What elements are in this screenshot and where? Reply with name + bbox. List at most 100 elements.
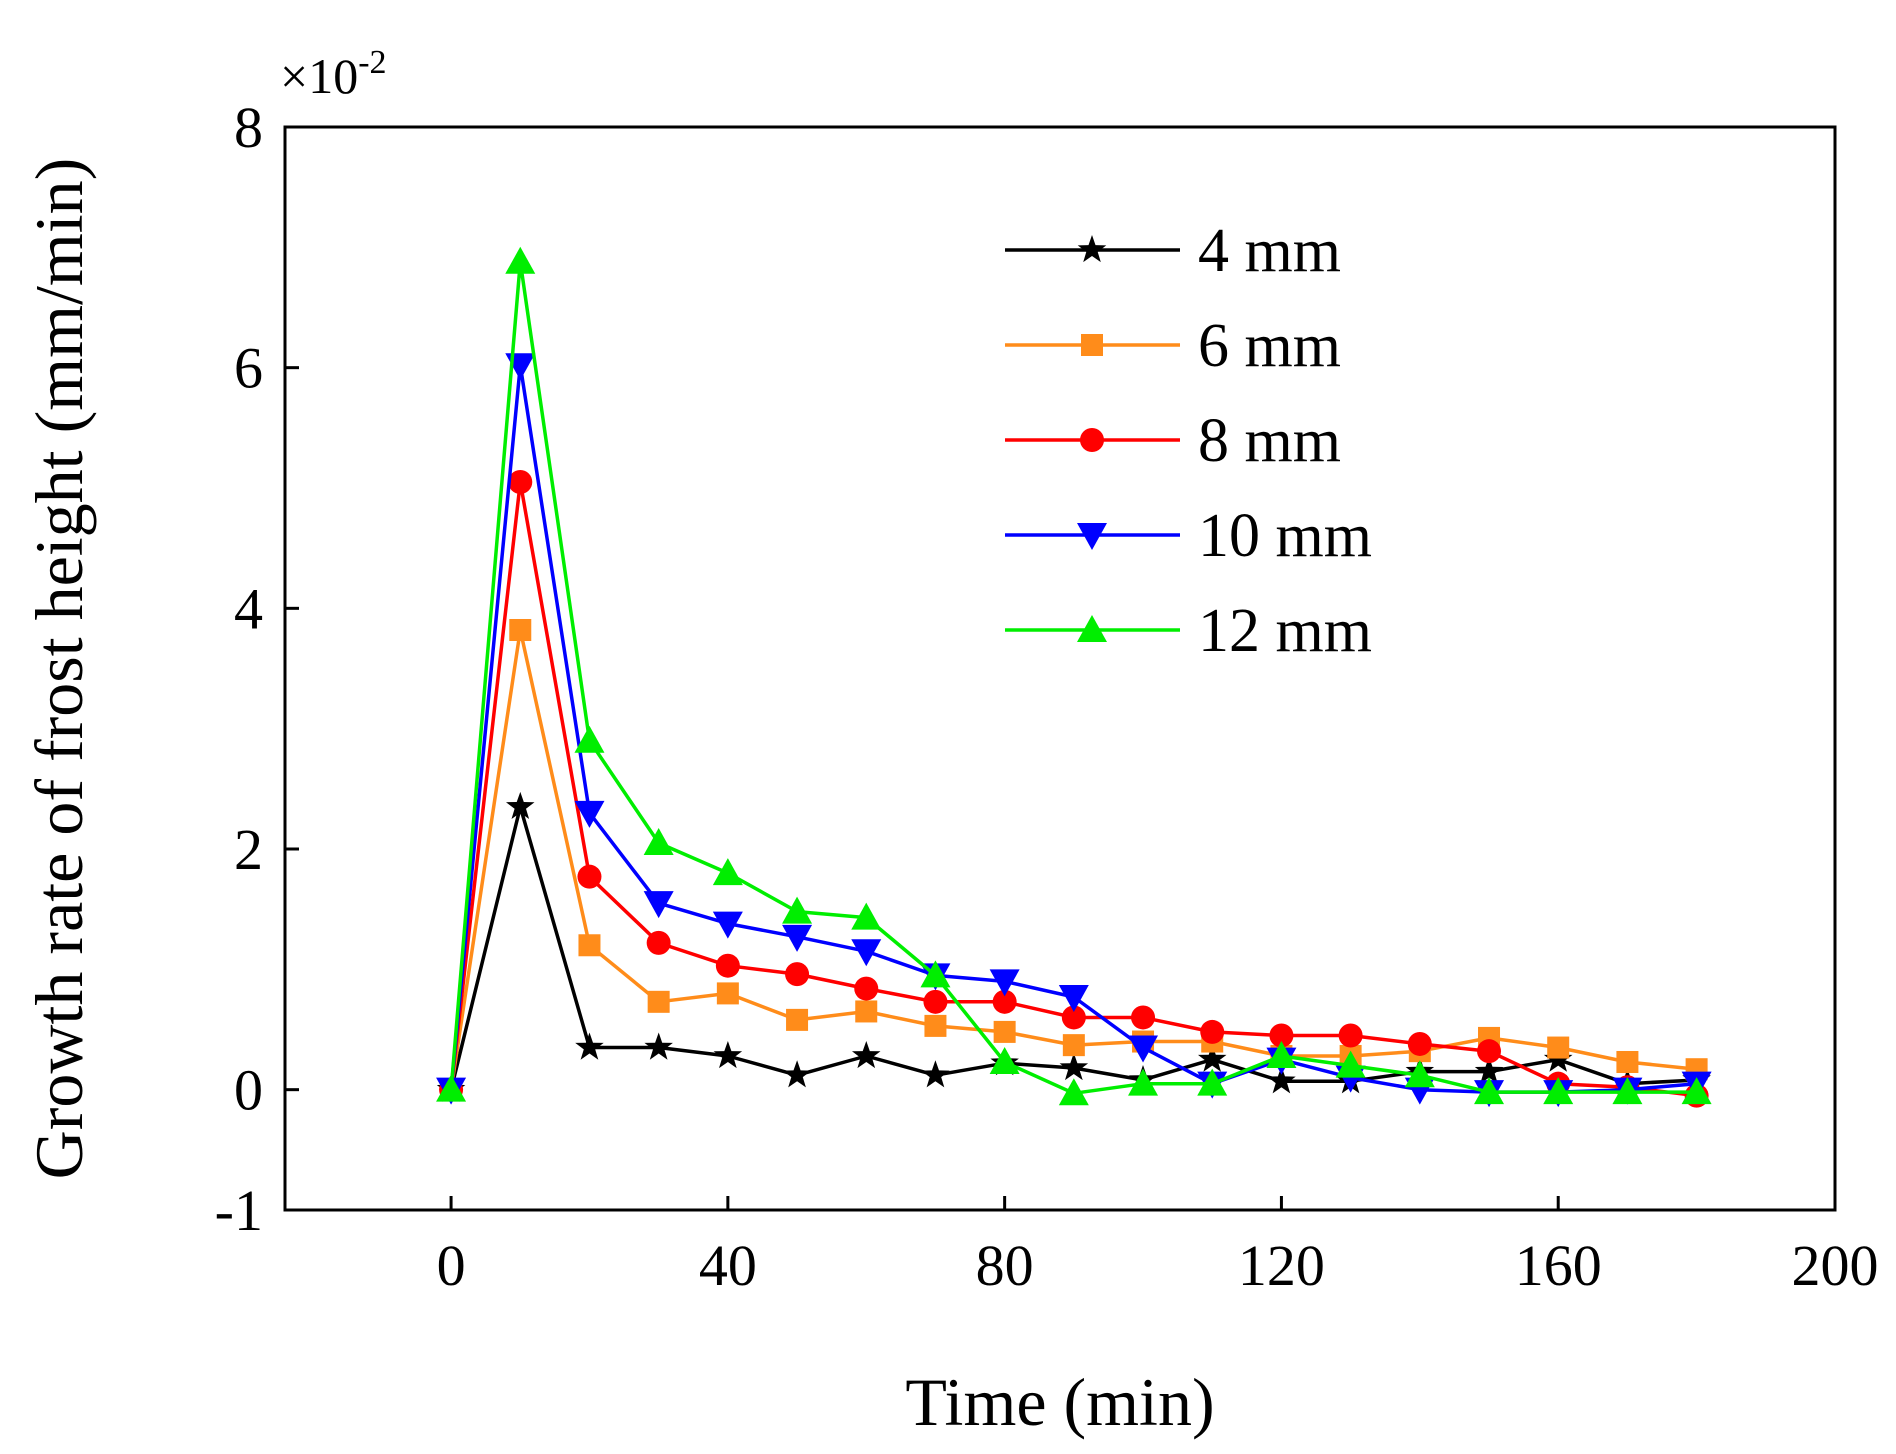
- legend: 4 mm 6 mm 8 mm 10 mm 12 mm: [1005, 217, 1372, 665]
- x-axis-title: Time (min): [905, 1364, 1214, 1440]
- data-point-8-mm: [1131, 1005, 1156, 1030]
- data-point-4-mm: [575, 1032, 604, 1060]
- data-point-12-mm: [505, 246, 536, 274]
- legend-item-8-mm: 8 mm: [1005, 407, 1341, 475]
- data-point-12-mm: [712, 858, 743, 886]
- data-point-12-mm: [782, 896, 813, 924]
- legend-marker: [1081, 334, 1103, 356]
- data-point-6-mm: [993, 1020, 1016, 1043]
- data-point-10-mm: [989, 969, 1020, 997]
- data-point-12-mm: [920, 960, 951, 988]
- x-tick-label: 200: [1792, 1233, 1879, 1298]
- series-12-mm: [436, 246, 1712, 1106]
- data-point-4-mm: [1198, 1044, 1227, 1072]
- data-point-4-mm: [1059, 1053, 1089, 1081]
- data-point-12-mm: [1681, 1077, 1712, 1105]
- data-point-6-mm: [509, 618, 532, 641]
- data-point-4-mm: [1267, 1066, 1296, 1094]
- legend-label: 10 mm: [1198, 502, 1372, 570]
- x-tick-label: 160: [1515, 1233, 1602, 1298]
- data-point-8-mm: [1477, 1039, 1502, 1064]
- data-point-8-mm: [1269, 1023, 1294, 1048]
- data-point-4-mm: [782, 1060, 812, 1088]
- data-point-10-mm: [643, 891, 674, 919]
- axis-ticks: 0 40 80 120 160 200 -1 0 2 4 6 8: [215, 95, 1879, 1298]
- data-point-6-mm: [855, 1000, 878, 1023]
- legend-item-4-mm: 4 mm: [1005, 217, 1341, 285]
- x-tick-label: 120: [1238, 1233, 1325, 1298]
- data-point-12-mm: [1128, 1068, 1159, 1096]
- y-axis-scale-exponent: -2: [358, 44, 386, 81]
- series-10-mm: [436, 353, 1712, 1108]
- legend-item-10-mm: 10 mm: [1005, 502, 1372, 570]
- y-tick-label: -1: [215, 1178, 263, 1243]
- legend-label: 6 mm: [1198, 312, 1341, 380]
- data-point-10-mm: [574, 800, 605, 828]
- data-point-6-mm: [924, 1014, 947, 1037]
- legend-marker: [1077, 615, 1107, 642]
- data-point-12-mm: [1612, 1077, 1643, 1105]
- data-point-12-mm: [1404, 1060, 1435, 1088]
- y-tick-label: 0: [234, 1058, 263, 1123]
- data-point-6-mm: [786, 1008, 809, 1031]
- data-point-6-mm: [578, 934, 601, 957]
- x-tick-label: 40: [699, 1233, 757, 1298]
- y-axis-scale-label: ×10-2: [280, 44, 387, 104]
- data-point-12-mm: [643, 827, 674, 855]
- data-point-10-mm: [1128, 1035, 1159, 1063]
- data-point-12-mm: [574, 725, 605, 753]
- legend-label: 8 mm: [1198, 407, 1341, 475]
- legend-item-12-mm: 12 mm: [1005, 597, 1372, 665]
- y-tick-label: 8: [234, 95, 263, 160]
- y-axis-title-group: Growth rate of frost height (mm/min): [21, 158, 97, 1180]
- data-point-6-mm: [1062, 1034, 1085, 1057]
- data-point-4-mm: [921, 1060, 950, 1088]
- data-point-12-mm: [1266, 1040, 1297, 1068]
- data-point-4-mm: [506, 791, 535, 819]
- data-point-8-mm: [1338, 1023, 1363, 1048]
- data-point-12-mm: [851, 902, 882, 930]
- data-point-12-mm: [1474, 1077, 1505, 1105]
- data-point-6-mm: [716, 982, 739, 1005]
- plot-frame: [283, 125, 1837, 1212]
- data-point-12-mm: [436, 1074, 467, 1102]
- data-point-4-mm: [1474, 1056, 1504, 1084]
- y-axis-scale-base: ×10: [280, 48, 358, 104]
- legend-label: 12 mm: [1198, 597, 1372, 665]
- data-point-4-mm: [644, 1032, 673, 1060]
- data-point-8-mm: [646, 930, 671, 955]
- data-point-12-mm: [1197, 1068, 1228, 1096]
- data-point-8-mm: [785, 962, 810, 987]
- y-tick-label: 6: [234, 336, 263, 401]
- data-point-10-mm: [1058, 985, 1089, 1013]
- data-point-8-mm: [854, 976, 879, 1001]
- data-point-10-mm: [851, 939, 882, 967]
- data-point-10-mm: [712, 911, 743, 939]
- legend-marker: [1077, 235, 1107, 263]
- series-line-12-mm: [449, 260, 1697, 1096]
- legend-marker: [1080, 428, 1104, 452]
- data-point-10-mm: [782, 924, 813, 952]
- data-point-12-mm: [1543, 1077, 1574, 1105]
- y-axis-title: Growth rate of frost height (mm/min): [21, 158, 97, 1180]
- data-point-8-mm: [1407, 1031, 1432, 1056]
- y-tick-label: 2: [234, 817, 263, 882]
- series-layer: [436, 246, 1712, 1108]
- data-point-8-mm: [715, 953, 740, 978]
- data-point-8-mm: [1200, 1019, 1225, 1044]
- data-point-12-mm: [1058, 1078, 1089, 1106]
- data-point-12-mm: [1335, 1050, 1366, 1078]
- data-point-8-mm: [508, 469, 533, 494]
- data-point-12-mm: [989, 1046, 1020, 1074]
- data-point-4-mm: [852, 1041, 881, 1069]
- data-point-8-mm: [992, 989, 1017, 1014]
- data-point-4-mm: [713, 1041, 743, 1069]
- legend-marker: [1077, 523, 1107, 550]
- data-point-6-mm: [647, 990, 670, 1013]
- data-point-6-mm: [1616, 1050, 1639, 1073]
- y-tick-label: 4: [234, 576, 263, 641]
- legend-item-6-mm: 6 mm: [1005, 312, 1341, 380]
- x-tick-label: 80: [976, 1233, 1034, 1298]
- data-point-6-mm: [1547, 1036, 1570, 1059]
